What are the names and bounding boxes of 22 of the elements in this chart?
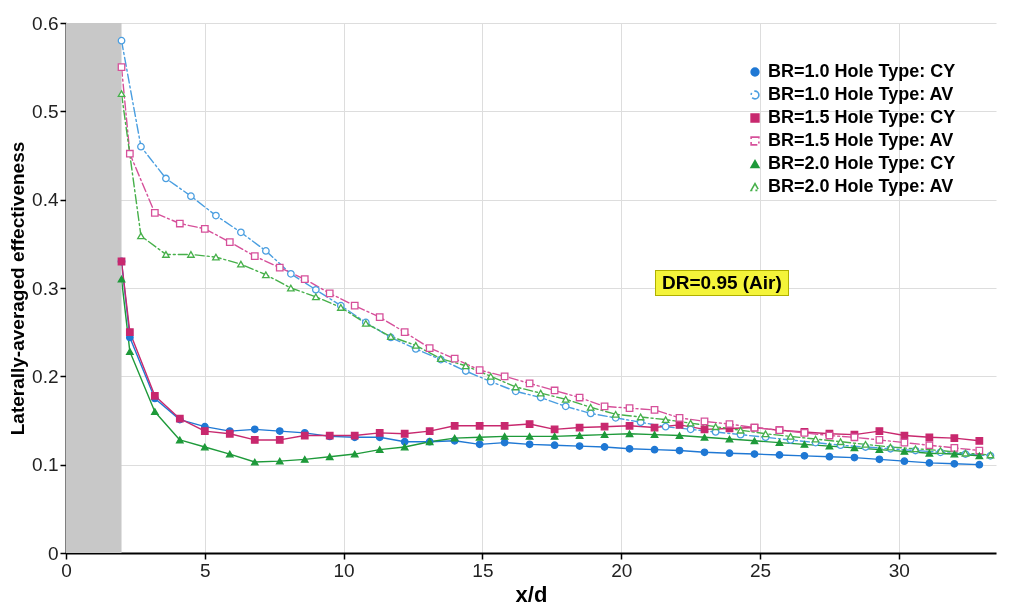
y-tick-label: 0.5 (32, 100, 59, 122)
x-tick-label: 15 (472, 559, 494, 581)
y-tick-label: 0.4 (32, 189, 59, 211)
x-tick-label: 30 (888, 559, 910, 581)
y-tick-label: 0.1 (32, 454, 59, 476)
y-tick-label: 0 (47, 542, 59, 564)
y-tick-label: 0.2 (32, 365, 59, 387)
legend-label: BR=2.0 Hole Type: AV (768, 176, 954, 196)
annotation: DR=0.95 (Air) (655, 270, 789, 296)
legend-label: BR=1.0 Hole Type: AV (768, 84, 954, 104)
x-tick-label: 20 (611, 559, 633, 581)
legend-label: BR=1.5 Hole Type: CY (768, 107, 956, 127)
legend-label: BR=1.5 Hole Type: AV (768, 130, 954, 150)
x-tick-label: 5 (200, 559, 211, 581)
x-axis-title: x/d (515, 581, 548, 607)
y-tick-label: 0.6 (32, 12, 59, 34)
x-tick-label: 10 (333, 559, 355, 581)
legend-label: BR=2.0 Hole Type: CY (768, 153, 956, 173)
legend-label: BR=1.0 Hole Type: CY (768, 61, 956, 81)
y-tick-label: 0.3 (32, 277, 59, 299)
x-tick-label: 25 (749, 559, 772, 581)
y-axis-title: Laterally-averaged effectiveness (7, 141, 29, 436)
